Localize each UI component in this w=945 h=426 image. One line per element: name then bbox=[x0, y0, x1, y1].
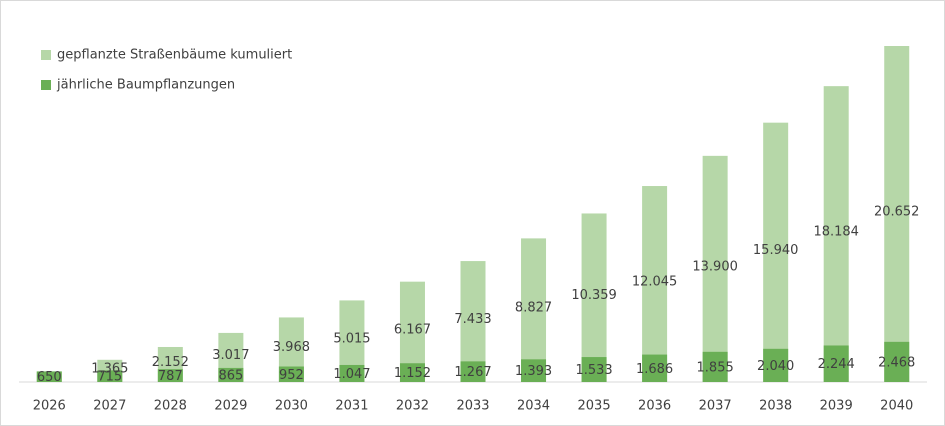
bar bbox=[702, 351, 728, 382]
bar bbox=[97, 370, 123, 382]
x-tick-label: 2036 bbox=[638, 399, 671, 414]
data-label: 650 bbox=[37, 370, 62, 385]
bar bbox=[823, 345, 849, 382]
bar bbox=[460, 361, 486, 382]
bar bbox=[642, 354, 668, 382]
data-label: 2.244 bbox=[818, 357, 855, 372]
x-tick-label: 2026 bbox=[33, 399, 66, 414]
data-label: 787 bbox=[158, 369, 183, 384]
data-label: 8.827 bbox=[515, 301, 552, 316]
bar bbox=[581, 357, 607, 382]
data-label: 20.652 bbox=[874, 205, 920, 220]
bar bbox=[642, 186, 668, 382]
data-label: 13.900 bbox=[692, 259, 738, 274]
data-label: 6.167 bbox=[394, 322, 431, 337]
bar bbox=[763, 348, 789, 382]
bar bbox=[521, 359, 547, 382]
data-label: 1.365 bbox=[91, 361, 128, 376]
x-tick-label: 2037 bbox=[699, 399, 732, 414]
bar bbox=[36, 371, 62, 382]
bar bbox=[884, 46, 910, 382]
legend-label: gepflanzte Straßenbäume kumuliert bbox=[57, 48, 292, 63]
bar bbox=[218, 367, 244, 382]
bar bbox=[581, 213, 607, 382]
data-label: 5.015 bbox=[333, 332, 370, 347]
bar bbox=[157, 369, 183, 382]
data-label: 715 bbox=[97, 370, 122, 385]
data-label: 2.152 bbox=[152, 355, 189, 370]
legend-swatch bbox=[41, 80, 51, 90]
data-label: 2.040 bbox=[757, 359, 794, 374]
data-label: 1.686 bbox=[636, 362, 673, 377]
bar bbox=[763, 122, 789, 382]
x-tick-label: 2035 bbox=[578, 399, 611, 414]
x-tick-label: 2029 bbox=[214, 399, 247, 414]
bar bbox=[521, 238, 547, 382]
data-label: 2.468 bbox=[878, 355, 915, 370]
bar bbox=[823, 86, 849, 383]
x-tick-label: 2032 bbox=[396, 399, 429, 414]
data-label: 1.267 bbox=[454, 365, 491, 380]
data-label: 15.940 bbox=[753, 243, 799, 258]
bar bbox=[702, 155, 728, 382]
data-label: 3.968 bbox=[273, 340, 310, 355]
bar bbox=[884, 341, 910, 382]
bar bbox=[339, 364, 365, 382]
data-label: 3.017 bbox=[212, 348, 249, 363]
data-label: 18.184 bbox=[813, 225, 859, 240]
data-label: 1.855 bbox=[697, 360, 734, 375]
data-label: 10.359 bbox=[571, 288, 617, 303]
bar bbox=[278, 366, 304, 382]
x-tick-label: 2034 bbox=[517, 399, 550, 414]
data-label: 7.433 bbox=[454, 312, 491, 327]
x-tick-label: 2031 bbox=[335, 399, 368, 414]
x-tick-label: 2033 bbox=[456, 399, 489, 414]
x-tick-label: 2030 bbox=[275, 399, 308, 414]
data-label: 865 bbox=[218, 368, 243, 383]
bar bbox=[399, 363, 425, 382]
x-tick-label: 2028 bbox=[154, 399, 187, 414]
legend-swatch bbox=[41, 50, 51, 60]
legend-label: jährliche Baumpflanzungen bbox=[56, 78, 235, 93]
data-label: 952 bbox=[279, 368, 304, 383]
data-label: 1.393 bbox=[515, 364, 552, 379]
data-label: 12.045 bbox=[632, 275, 678, 290]
x-tick-label: 2027 bbox=[93, 399, 126, 414]
x-tick-label: 2038 bbox=[759, 399, 792, 414]
x-tick-label: 2039 bbox=[820, 399, 853, 414]
data-label: 1.152 bbox=[394, 366, 431, 381]
data-label: 1.047 bbox=[333, 367, 370, 382]
x-tick-label: 2040 bbox=[880, 399, 913, 414]
data-label: 1.533 bbox=[575, 363, 612, 378]
